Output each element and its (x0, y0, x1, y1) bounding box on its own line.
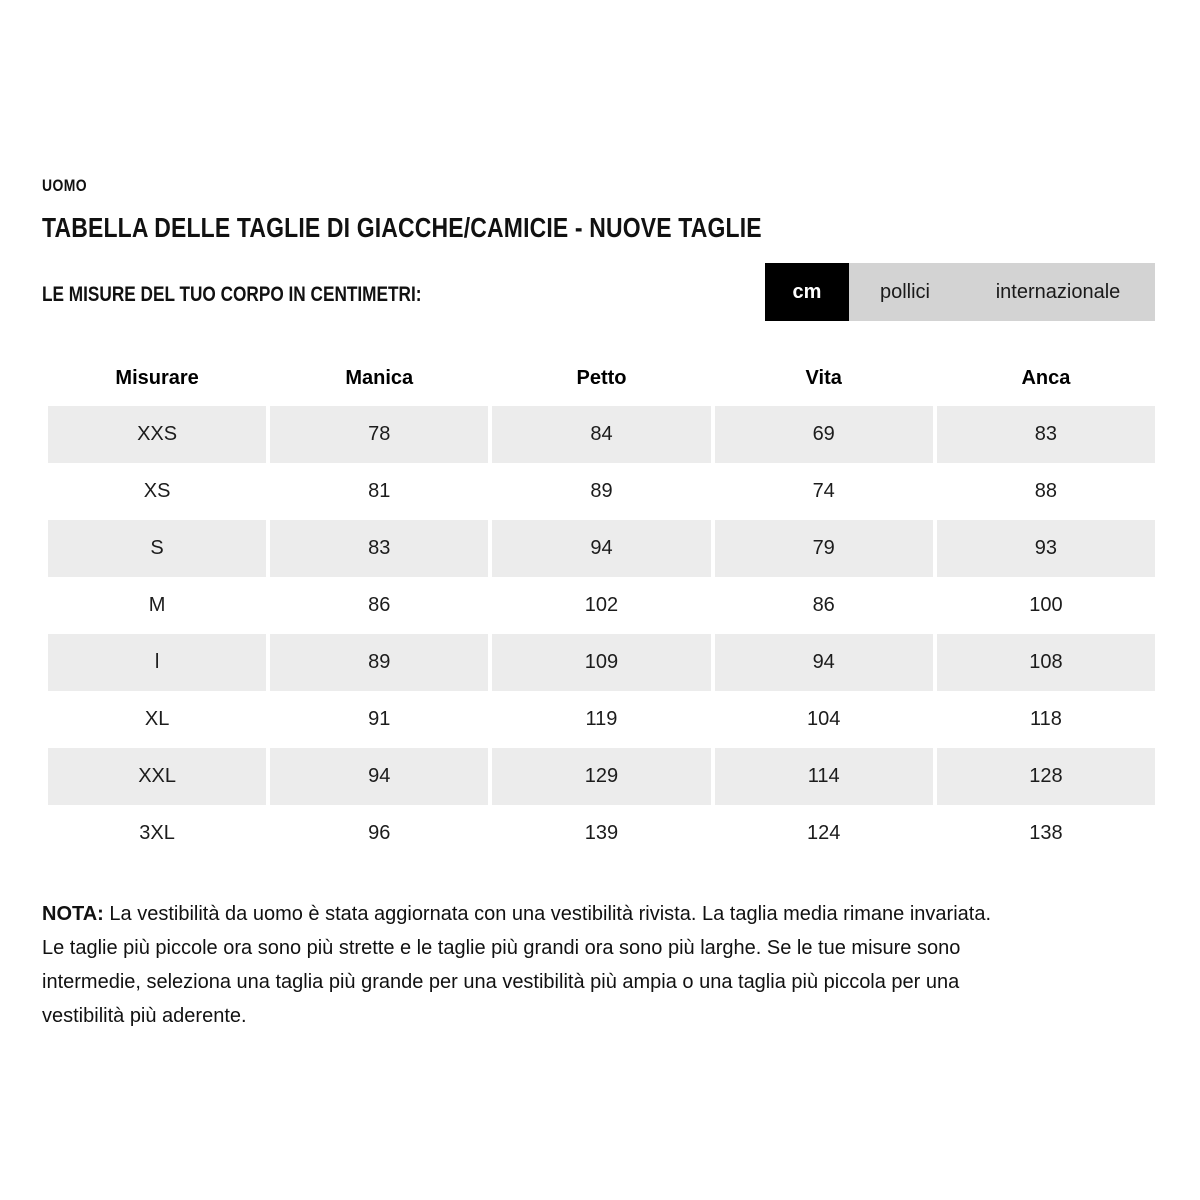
value-cell: 81 (368, 480, 391, 502)
value-cell: 94 (270, 748, 489, 805)
note-text: La vestibilità da uomo è stata aggiornat… (42, 903, 992, 1027)
value-cell: 88 (1034, 480, 1058, 502)
value-cell: 102 (584, 594, 619, 616)
table-row: 3XL 96 139 124 138 (48, 805, 1155, 862)
column-header-misurare: Misurare (115, 366, 199, 389)
note-paragraph: NOTA: La vestibilità da uomo è stata agg… (42, 897, 1010, 1033)
table-row: M 86 102 86 100 (48, 577, 1155, 634)
value-cell: 78 (270, 406, 489, 463)
column-header-petto: Petto (576, 366, 627, 389)
value-cell: 83 (270, 520, 489, 577)
value-cell: 86 (812, 594, 835, 616)
column-header-anca: Anca (1021, 366, 1071, 389)
size-cell: XL (144, 708, 170, 730)
value-cell: 104 (807, 708, 841, 730)
value-cell: 79 (714, 520, 933, 577)
value-cell: 139 (584, 822, 619, 844)
page-title: TABELLA DELLE TAGLIE DI GIACCHE/CAMICIE … (42, 212, 762, 243)
size-cell: S (48, 520, 267, 577)
category-label: UOMO (42, 176, 88, 195)
size-cell: M (148, 594, 166, 616)
size-cell: l (48, 634, 267, 691)
value-cell: 109 (492, 634, 711, 691)
table-row: S 83 94 79 93 (48, 520, 1155, 577)
value-cell: 129 (492, 748, 711, 805)
value-cell: 118 (1029, 708, 1062, 730)
value-cell: 74 (812, 480, 835, 502)
table-header-row: Misurare Manica Petto Vita Anca (48, 350, 1155, 406)
table-row: XXS 78 84 69 83 (48, 406, 1155, 463)
size-cell: XS (143, 480, 171, 502)
column-header-manica: Manica (345, 366, 414, 389)
table-row: XL 91 119 104 118 (48, 691, 1155, 748)
value-cell: 100 (1029, 594, 1063, 616)
size-cell: XXL (48, 748, 267, 805)
value-cell: 93 (936, 520, 1155, 577)
value-cell: 114 (714, 748, 933, 805)
value-cell: 119 (585, 708, 618, 730)
value-cell: 124 (807, 822, 841, 844)
value-cell: 84 (492, 406, 711, 463)
value-cell: 89 (590, 480, 613, 502)
unit-tabs: cm pollici internazionale (765, 263, 1155, 321)
unit-tab-pollici[interactable]: pollici (879, 280, 931, 303)
value-cell: 89 (270, 634, 489, 691)
unit-tab-internazionale[interactable]: internazionale (995, 280, 1121, 303)
measurements-label: LE MISURE DEL TUO CORPO IN CENTIMETRI: (42, 283, 422, 306)
unit-tab-cm[interactable]: cm (765, 263, 849, 321)
value-cell: 91 (368, 708, 391, 730)
table-row: l 89 109 94 108 (48, 634, 1155, 691)
value-cell: 96 (368, 822, 391, 844)
value-cell: 69 (714, 406, 933, 463)
note-label: NOTA: (42, 903, 104, 925)
value-cell: 94 (714, 634, 933, 691)
value-cell: 94 (492, 520, 711, 577)
value-cell: 138 (1029, 822, 1063, 844)
value-cell: 83 (936, 406, 1155, 463)
value-cell: 108 (936, 634, 1155, 691)
size-cell: XXS (48, 406, 267, 463)
column-header-vita: Vita (805, 366, 842, 389)
table-row: XS 81 89 74 88 (48, 463, 1155, 520)
value-cell: 86 (368, 594, 391, 616)
table-row: XXL 94 129 114 128 (48, 748, 1155, 805)
size-table: Misurare Manica Petto Vita Anca XXS 78 8… (48, 350, 1155, 862)
size-cell: 3XL (139, 822, 175, 844)
value-cell: 128 (936, 748, 1155, 805)
